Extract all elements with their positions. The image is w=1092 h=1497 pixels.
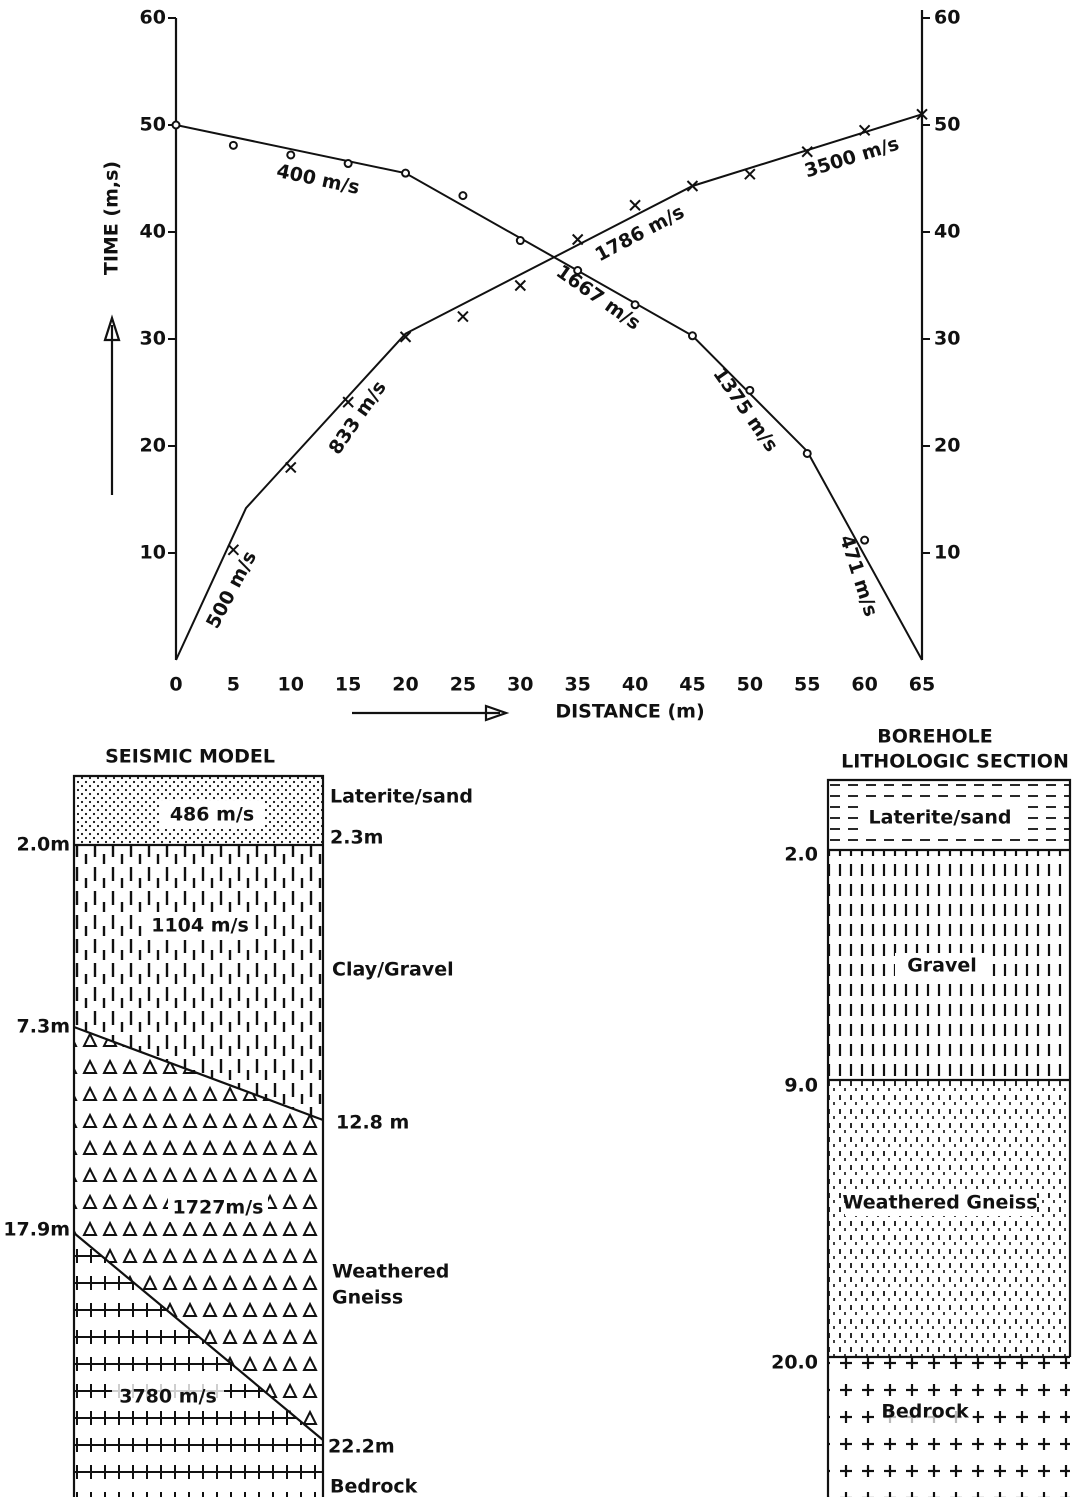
x-tick-label: 45 <box>679 674 705 696</box>
model-title: SEISMIC MODEL <box>105 746 275 768</box>
y-tick-label: 50 <box>140 114 166 136</box>
y-tick-label: 10 <box>140 542 166 564</box>
x-marker-stroke <box>458 312 468 322</box>
x-marker-stroke <box>573 234 583 244</box>
x-marker-stroke <box>286 462 296 472</box>
x-tick-label: 60 <box>851 674 877 696</box>
x-tick-label: 50 <box>737 674 763 696</box>
x-marker-stroke <box>630 200 640 210</box>
x-marker <box>286 462 296 472</box>
velocity-annotation: 1375 m/s <box>708 363 782 456</box>
y-tick-label: 40 <box>140 221 166 243</box>
x-marker <box>458 312 468 322</box>
velocity-annotation: 3500 m/s <box>802 133 902 183</box>
x-tick-label: 30 <box>507 674 533 696</box>
depth: 9.0 <box>784 1075 818 1097</box>
o-marker <box>517 237 524 244</box>
y-arrow <box>105 318 119 495</box>
material: Bedrock <box>881 1401 969 1423</box>
o-marker <box>402 170 409 177</box>
x-tick-label: 35 <box>564 674 590 696</box>
depth-left: 7.3m <box>17 1016 70 1038</box>
x-marker <box>228 545 238 555</box>
velocity: 1104 m/s <box>151 915 249 937</box>
layer-fill <box>828 1357 1070 1497</box>
y-axis-label: TIME (m,s) <box>101 161 123 275</box>
x-marker <box>687 181 697 191</box>
x-marker-stroke <box>687 181 697 191</box>
o-marker <box>689 332 696 339</box>
y-tick-label: 30 <box>140 328 166 350</box>
figure: TIME (m,s) DISTANCE (m) 0 5 10 15 20 25 30 35 40… <box>0 0 1092 1497</box>
x-tick-label: 15 <box>335 674 361 696</box>
x-marker <box>573 234 583 244</box>
y2-tick-label: 20 <box>934 435 960 457</box>
x-tick-label: 25 <box>450 674 476 696</box>
x-tick-label: 0 <box>169 674 182 696</box>
o-marker <box>345 160 352 167</box>
y2-tick-label: 50 <box>934 114 960 136</box>
depth-left: 2.0m <box>17 834 70 856</box>
material: Gravel <box>907 955 977 977</box>
y-tick-label: 60 <box>140 7 166 29</box>
x-marker <box>515 281 525 291</box>
travel-time-line <box>176 114 922 660</box>
x-marker-stroke <box>515 281 525 291</box>
travel-time-line <box>176 125 922 660</box>
x-tick-label: 40 <box>622 674 648 696</box>
x-tick-label: 20 <box>392 674 418 696</box>
y2-tick-label: 10 <box>934 542 960 564</box>
x-tick-label: 55 <box>794 674 820 696</box>
seismic-model: SEISMIC MODEL 486 m/s 1104 m/s 1727m/s 3… <box>3 746 473 1497</box>
x-marker <box>745 169 755 179</box>
layer-fill <box>828 1080 1070 1357</box>
y2-tick-label: 60 <box>934 7 960 29</box>
x-tick-label: 65 <box>909 674 935 696</box>
depth: 2.0 <box>784 844 818 866</box>
velocity-annotation: 833 m/s <box>324 377 390 459</box>
depth-right: 12.8 m <box>336 1112 409 1134</box>
material: Weathered <box>332 1261 449 1283</box>
velocity: 3780 m/s <box>119 1386 217 1408</box>
o-marker <box>173 122 180 129</box>
material: Gneiss <box>332 1287 403 1309</box>
borehole-section: BOREHOLE LITHOLOGIC SECTION Laterite/san… <box>771 726 1070 1497</box>
x-axis-label: DISTANCE (m) <box>555 701 704 723</box>
depth: 20.0 <box>771 1352 818 1374</box>
x-marker <box>630 200 640 210</box>
x-tick-label: 10 <box>278 674 304 696</box>
y2-tick-label: 30 <box>934 328 960 350</box>
borehole-title: LITHOLOGIC SECTION <box>841 751 1069 773</box>
x-tick-label: 5 <box>227 674 240 696</box>
depth-right: 2.3m <box>330 827 383 849</box>
material: Bedrock <box>330 1476 418 1497</box>
x-marker-stroke <box>745 169 755 179</box>
x-arrow <box>352 706 506 720</box>
velocity: 1727m/s <box>173 1197 264 1219</box>
depth-right: 22.2m <box>328 1436 395 1458</box>
y-tick-label: 20 <box>140 435 166 457</box>
velocity-annotation: 1786 m/s <box>592 201 688 266</box>
y2-tick-label: 40 <box>934 221 960 243</box>
material: Clay/Gravel <box>332 959 454 981</box>
material: Laterite/sand <box>330 786 473 808</box>
o-marker <box>459 192 466 199</box>
x-marker-stroke <box>228 545 238 555</box>
o-marker <box>804 450 811 457</box>
o-marker <box>287 151 294 158</box>
material: Laterite/sand <box>869 807 1012 829</box>
material: Weathered Gneiss <box>842 1192 1037 1214</box>
depth-left: 17.9m <box>3 1219 70 1241</box>
o-marker <box>861 537 868 544</box>
travel-time-chart: TIME (m,s) DISTANCE (m) 0 5 10 15 20 25 30 35 40… <box>101 7 961 723</box>
o-marker <box>230 142 237 149</box>
velocity: 486 m/s <box>170 804 254 826</box>
velocity-annotation: 500 m/s <box>202 547 261 632</box>
borehole-title: BOREHOLE <box>877 726 992 748</box>
velocity-annotation: 1667 m/s <box>552 261 645 335</box>
